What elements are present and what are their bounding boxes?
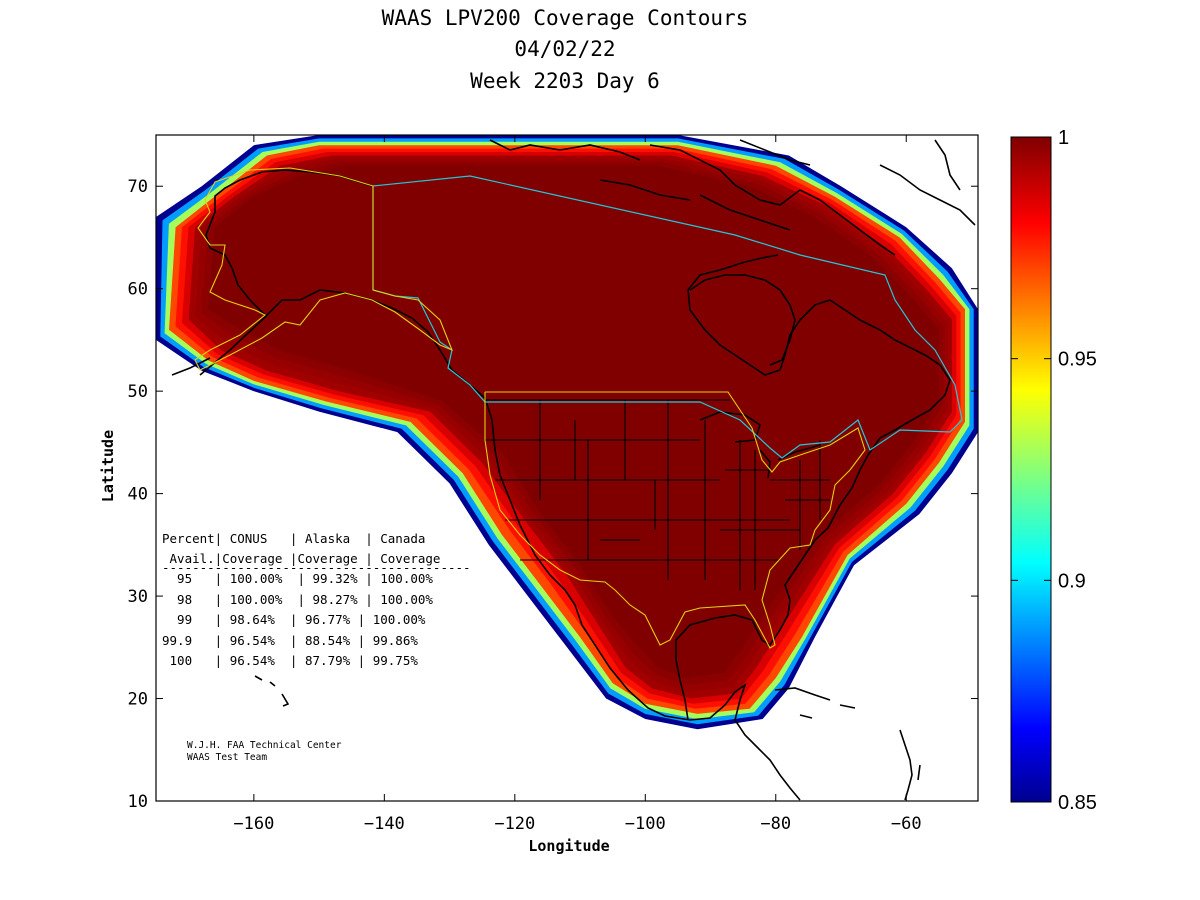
stats-row: 99.9 | 96.54% | 88.54% | 99.86% bbox=[162, 633, 418, 648]
state-borders bbox=[485, 399, 830, 590]
x-tick-label: −160 bbox=[233, 814, 274, 834]
x-tick-label: −100 bbox=[625, 814, 666, 834]
stats-row: 100 | 96.54% | 87.79% | 99.75% bbox=[162, 653, 418, 668]
stats-rule: ----------------------------------------… bbox=[162, 560, 471, 575]
y-tick-label: 50 bbox=[128, 382, 148, 402]
north-america-coastline bbox=[451, 254, 951, 801]
region-outlines bbox=[194, 167, 963, 649]
x-tick-label: −80 bbox=[760, 814, 791, 834]
y-tick-label: 30 bbox=[128, 587, 148, 607]
caribbean-islands bbox=[774, 687, 921, 801]
chart-title: WAAS LPV200 Coverage Contours bbox=[381, 6, 749, 30]
y-tick-label: 60 bbox=[128, 280, 148, 300]
stats-row: 99 | 98.64% | 96.77% | 100.00% bbox=[162, 612, 426, 627]
alaska-outline bbox=[194, 167, 453, 371]
y-tick-label: 70 bbox=[128, 177, 148, 197]
colorbar bbox=[1010, 136, 1052, 803]
colorbar-tick-label: 0.95 bbox=[1058, 349, 1097, 371]
colorbar-tick-label: 0.9 bbox=[1058, 570, 1086, 592]
coverage-stats-table: Percent| CONUS | Alaska | Canada Avail.|… bbox=[162, 531, 471, 668]
x-axis: −160 −140 −120 −100 −80 −60 bbox=[233, 135, 922, 834]
colorbar-tick-label: 0.85 bbox=[1058, 792, 1097, 814]
coastlines bbox=[171, 139, 976, 801]
y-tick-label: 10 bbox=[128, 792, 148, 812]
coverage-contour-band bbox=[208, 165, 939, 678]
credit-line-1: W.J.H. FAA Technical Center bbox=[187, 740, 342, 751]
credit-line-2: WAAS Test Team bbox=[187, 752, 267, 763]
colorbar-tick-label: 1 bbox=[1058, 127, 1069, 149]
y-tick-label: 40 bbox=[128, 485, 148, 505]
y-axis-label: Latitude bbox=[99, 430, 117, 502]
canada-outline bbox=[372, 175, 963, 459]
x-tick-label: −120 bbox=[494, 814, 535, 834]
stats-header-1: Percent| CONUS | Alaska | Canada bbox=[162, 531, 425, 546]
y-axis: 10 20 30 40 50 60 70 bbox=[128, 177, 978, 812]
colorbar-ticks: 1 0.95 0.9 0.85 bbox=[1011, 127, 1097, 814]
stats-row: 95 | 100.00% | 99.32% | 100.00% bbox=[162, 571, 433, 586]
x-axis-label: Longitude bbox=[528, 837, 609, 855]
great-lakes bbox=[699, 411, 821, 479]
y-tick-label: 20 bbox=[128, 690, 148, 710]
stats-header-2: Avail.|Coverage |Coverage | Coverage bbox=[162, 551, 440, 566]
chart-week-day: Week 2203 Day 6 bbox=[470, 69, 660, 93]
conus-outline bbox=[484, 391, 866, 649]
chart-date: 04/02/22 bbox=[514, 37, 616, 61]
plot-frame bbox=[155, 134, 979, 802]
arctic-islands bbox=[489, 139, 976, 256]
x-tick-label: −140 bbox=[364, 814, 405, 834]
hudson-bay bbox=[689, 274, 796, 366]
x-tick-label: −60 bbox=[891, 814, 922, 834]
coverage-contours bbox=[156, 135, 978, 730]
stats-row: 98 | 100.00% | 98.27% | 100.00% bbox=[162, 592, 433, 607]
